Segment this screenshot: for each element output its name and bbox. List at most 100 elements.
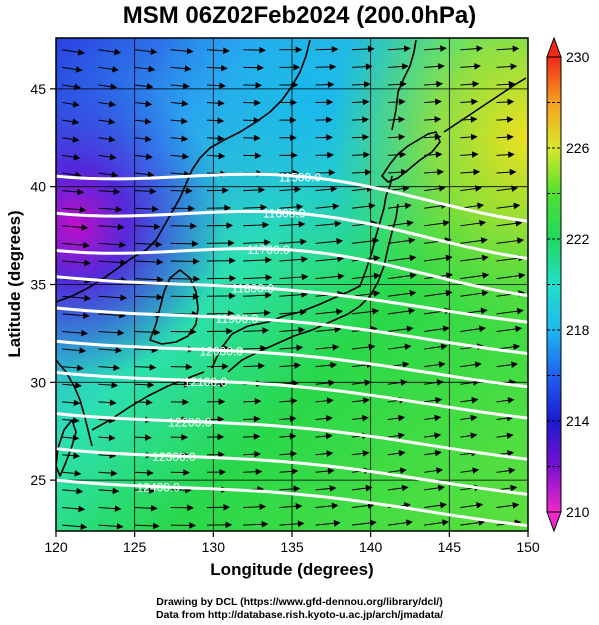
wind-arrow-head bbox=[434, 98, 442, 106]
wind-arrow-head bbox=[293, 63, 301, 71]
wind-arrow-head bbox=[507, 449, 515, 457]
wind-arrow-head bbox=[333, 520, 341, 527]
wind-arrow-head bbox=[253, 134, 261, 142]
wind-arrow-head bbox=[337, 255, 345, 263]
wind-arrow-head bbox=[334, 326, 342, 333]
wind-arrow-head bbox=[291, 152, 298, 159]
height-contour-label: 12300.0 bbox=[152, 450, 196, 464]
wind-arrow-head bbox=[190, 222, 197, 230]
y-tick-label: 25 bbox=[30, 472, 46, 488]
wind-arrow-head bbox=[262, 327, 270, 334]
wind-arrow-head bbox=[72, 136, 80, 143]
wind-arrow-head bbox=[364, 379, 372, 386]
height-contour-label: 11500.0 bbox=[279, 170, 322, 184]
wind-arrow-head bbox=[181, 117, 188, 125]
wind-arrow-head bbox=[478, 325, 486, 333]
wind-arrow-head bbox=[406, 325, 414, 333]
wind-arrow-head bbox=[436, 379, 444, 386]
wind-arrow-head bbox=[72, 417, 80, 424]
wind-arrow-head bbox=[470, 116, 478, 123]
wind-arrow-head bbox=[81, 224, 89, 231]
wind-arrow-head bbox=[512, 45, 520, 53]
wind-arrow-head bbox=[436, 467, 444, 474]
wind-arrow-head bbox=[326, 397, 334, 405]
wind-arrow-head bbox=[182, 153, 190, 160]
coastline-kuril bbox=[443, 77, 527, 133]
wind-arrow-head bbox=[506, 432, 514, 440]
wind-arrow-head bbox=[292, 169, 300, 177]
wind-arrow-head bbox=[470, 432, 478, 439]
wind-arrow-head bbox=[364, 169, 372, 176]
wind-arrow-head bbox=[186, 47, 194, 55]
wind-arrow-head bbox=[115, 346, 123, 354]
wind-arrow-head bbox=[326, 98, 334, 106]
wind-arrow-head bbox=[329, 63, 337, 71]
wind-arrow-head bbox=[80, 523, 88, 531]
wind-arrow-head bbox=[516, 307, 524, 315]
wind-arrow-head bbox=[146, 399, 153, 406]
credit-drawing: Drawing by DCL (https://www.gfd-dennou.o… bbox=[156, 596, 443, 608]
wind-arrow-head bbox=[119, 241, 127, 249]
wind-arrow-head bbox=[265, 291, 272, 299]
wind-arrow-head bbox=[513, 343, 521, 351]
wind-vectors bbox=[62, 45, 526, 531]
y-axis-label: Latitude (degrees) bbox=[5, 210, 24, 357]
wind-arrow-head bbox=[434, 449, 442, 457]
wind-arrow-head bbox=[77, 188, 85, 196]
wind-arrow-head bbox=[183, 469, 190, 476]
wind-arrow-head bbox=[253, 433, 261, 440]
wind-arrow-head bbox=[507, 133, 514, 141]
wind-arrow-head bbox=[186, 187, 193, 195]
y-tick-label: 40 bbox=[30, 179, 46, 195]
wind-arrow-head bbox=[401, 484, 409, 492]
wind-arrow-head bbox=[362, 116, 369, 123]
height-contour bbox=[56, 209, 528, 260]
wind-arrow-head bbox=[144, 118, 152, 125]
wind-arrow-head bbox=[108, 434, 116, 442]
wind-arrow-head bbox=[368, 343, 376, 351]
wind-arrow-head bbox=[472, 80, 480, 88]
wind-arrow-head bbox=[397, 432, 405, 439]
wind-arrow-head bbox=[290, 99, 298, 106]
height-contour-label: 12200.0 bbox=[168, 415, 212, 429]
x-tick-label: 140 bbox=[359, 539, 383, 555]
wind-arrow-head bbox=[260, 204, 268, 211]
wind-arrow-head bbox=[148, 487, 156, 494]
wind-arrow-head bbox=[326, 134, 333, 141]
wind-arrow-head bbox=[515, 325, 523, 333]
wind-arrow-head bbox=[506, 116, 514, 123]
wind-arrow-head bbox=[72, 118, 80, 126]
wind-arrow-head bbox=[191, 240, 199, 248]
wind-arrow-head bbox=[109, 153, 117, 161]
wind-arrow-head bbox=[73, 153, 81, 161]
wind-arrow-head bbox=[190, 328, 197, 336]
colorbar-ticks: 210 214 218 222 226 230 bbox=[547, 49, 590, 520]
wind-arrow-head bbox=[75, 382, 82, 389]
height-contour bbox=[56, 339, 528, 389]
wind-arrow-head bbox=[330, 361, 338, 369]
wind-arrow-head bbox=[255, 468, 263, 476]
wind-arrow-head bbox=[480, 307, 488, 315]
wind-arrow-head bbox=[181, 100, 189, 107]
wind-arrow-head bbox=[363, 151, 371, 159]
wind-arrow-head bbox=[292, 380, 300, 387]
wind-arrow-head bbox=[408, 237, 416, 244]
wind-arrow-head bbox=[225, 521, 233, 529]
wind-arrow-head bbox=[289, 116, 297, 124]
wind-arrow-head bbox=[222, 187, 229, 194]
wind-arrow-head bbox=[325, 432, 333, 440]
height-contour bbox=[56, 412, 528, 461]
wind-arrow-head bbox=[471, 98, 478, 106]
wind-arrow-head bbox=[408, 307, 416, 315]
wind-arrow-head bbox=[507, 98, 515, 106]
wind-arrow-head bbox=[508, 467, 516, 474]
wind-arrow-head bbox=[259, 46, 267, 54]
wind-arrow-head bbox=[327, 81, 335, 88]
wind-arrow-head bbox=[226, 327, 233, 335]
wind-arrow-head bbox=[296, 203, 304, 211]
wind-arrow-head bbox=[115, 206, 123, 213]
wind-arrow-head bbox=[438, 185, 446, 192]
wind-arrow-head bbox=[470, 133, 478, 141]
wind-arrow-head bbox=[509, 168, 517, 176]
height-contour-label: 11700.0 bbox=[247, 243, 290, 257]
